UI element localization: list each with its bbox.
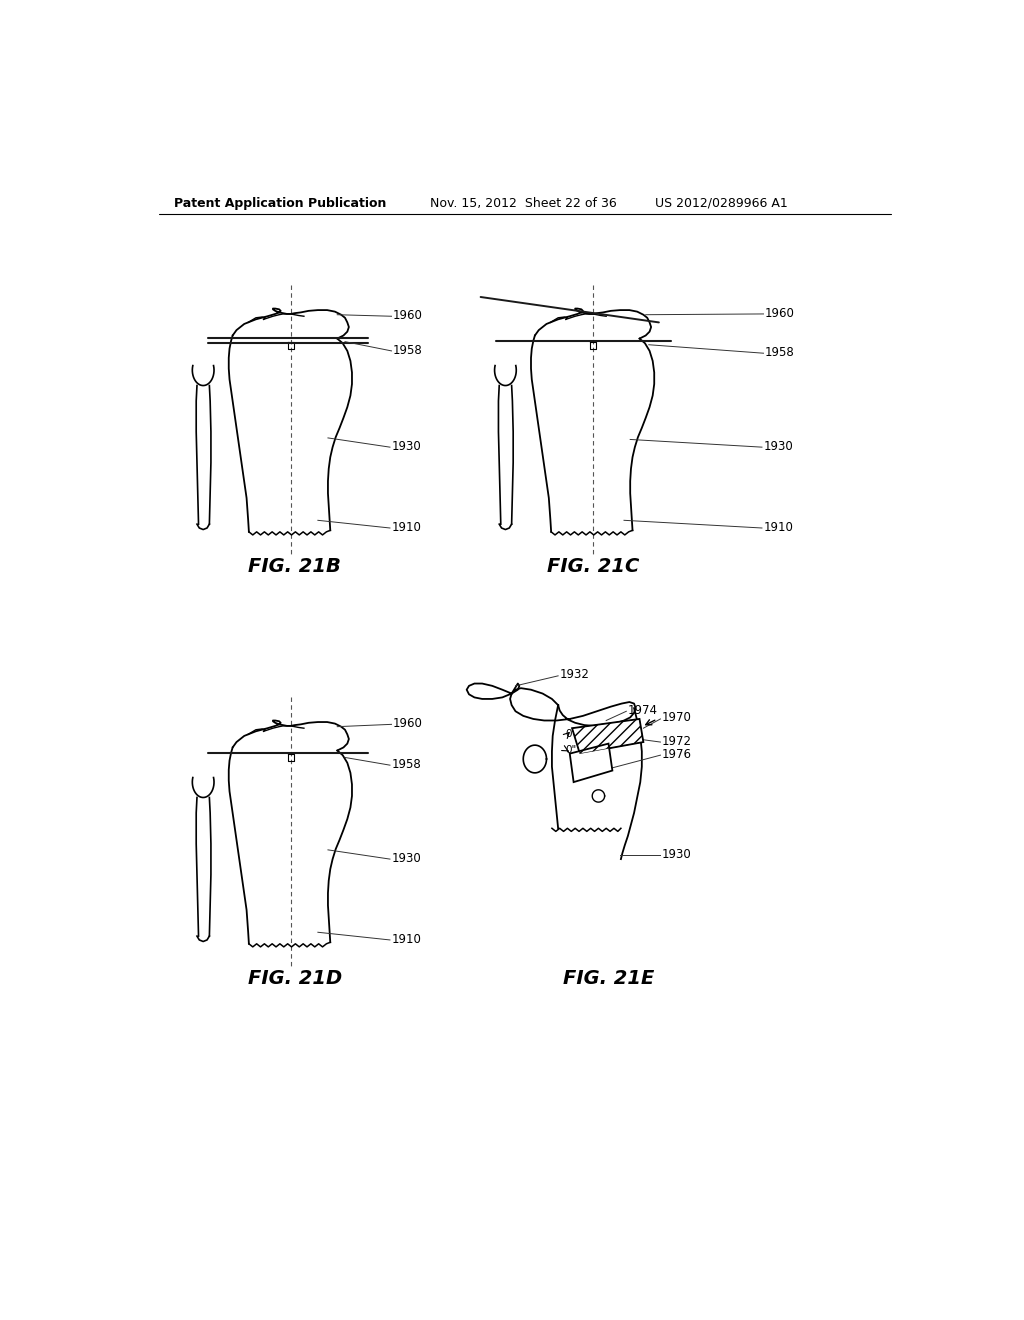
Text: FIG. 21E: FIG. 21E (563, 969, 654, 987)
Text: 1930: 1930 (391, 851, 421, 865)
Polygon shape (572, 719, 643, 754)
Text: FIG. 21D: FIG. 21D (248, 969, 342, 987)
Text: 1932: 1932 (560, 668, 590, 681)
Polygon shape (569, 743, 612, 781)
Text: 1930: 1930 (764, 440, 794, 453)
Text: 1976: 1976 (662, 748, 692, 760)
Text: US 2012/0289966 A1: US 2012/0289966 A1 (655, 197, 787, 210)
Text: 1930: 1930 (391, 440, 421, 453)
Text: 1910: 1910 (391, 933, 421, 945)
Text: 1910: 1910 (391, 520, 421, 533)
Text: 1960: 1960 (393, 309, 423, 322)
Text: 1970: 1970 (662, 711, 692, 723)
Text: FIG. 21C: FIG. 21C (547, 557, 639, 576)
Text: FIG. 21B: FIG. 21B (248, 557, 341, 576)
Text: 1972: 1972 (662, 735, 692, 748)
Text: Patent Application Publication: Patent Application Publication (174, 197, 387, 210)
Text: 0': 0' (566, 730, 575, 739)
Text: 1960: 1960 (393, 717, 423, 730)
Text: 1930: 1930 (662, 847, 692, 861)
Text: 1960: 1960 (765, 306, 795, 319)
Text: 1958: 1958 (765, 346, 795, 359)
Text: 0": 0" (566, 744, 578, 755)
Text: 1958: 1958 (391, 758, 421, 771)
Text: 1958: 1958 (393, 343, 423, 356)
Text: Nov. 15, 2012  Sheet 22 of 36: Nov. 15, 2012 Sheet 22 of 36 (430, 197, 617, 210)
Text: 1910: 1910 (764, 520, 794, 533)
Text: 1974: 1974 (628, 704, 657, 717)
